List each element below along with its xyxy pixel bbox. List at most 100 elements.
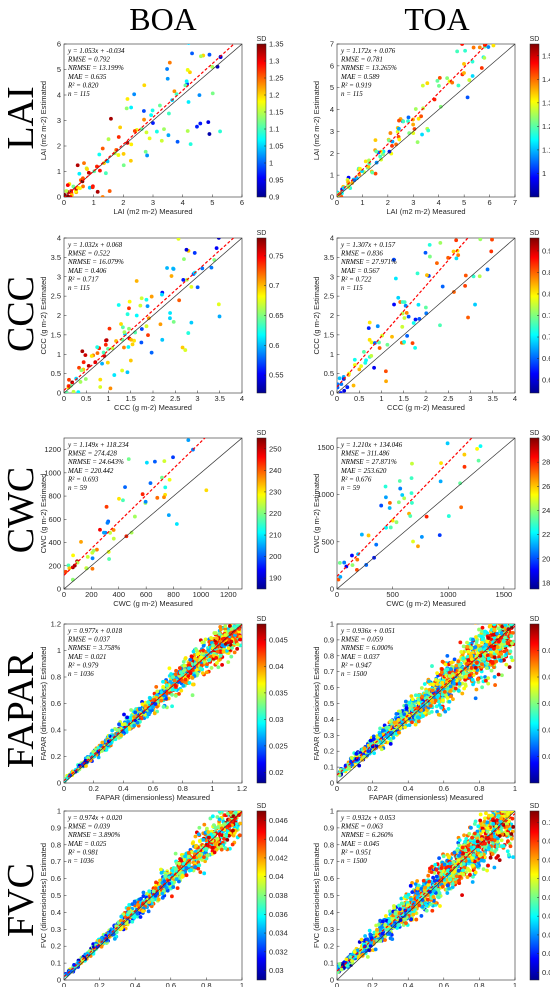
data-point [409, 694, 414, 699]
data-point [467, 78, 472, 82]
data-point [432, 232, 436, 236]
data-point [163, 485, 168, 490]
data-point [104, 748, 109, 752]
data-point [178, 670, 183, 675]
data-point [463, 674, 468, 679]
data-point [80, 349, 85, 354]
colorbar-tick-label: 0.65 [269, 311, 284, 320]
data-point [217, 314, 222, 319]
data-point [174, 522, 179, 526]
data-point [396, 717, 401, 722]
data-point [503, 624, 508, 627]
data-point [237, 606, 241, 610]
data-point [397, 118, 401, 123]
data-point [235, 642, 240, 647]
regression-line [337, 438, 473, 577]
data-point [197, 825, 202, 830]
data-point [486, 681, 491, 686]
data-point [452, 290, 456, 294]
data-point [461, 644, 466, 649]
data-point [155, 891, 159, 896]
x-tick-label: 4 [240, 394, 244, 403]
data-point [406, 115, 411, 120]
data-point [215, 661, 219, 665]
colorbar-tick-label: 1.15 [269, 108, 284, 117]
colorbar-tick-label: 0.6 [542, 376, 550, 385]
one-to-one-line [337, 238, 515, 393]
data-point [506, 641, 511, 646]
data-point [474, 202, 478, 206]
data-point [509, 613, 513, 617]
x-axis-label: LAI (m2 m-2) Measured [386, 207, 465, 216]
y-tick-label: 4 [330, 234, 334, 243]
data-point [377, 340, 381, 345]
data-point [435, 78, 440, 83]
data-point [486, 676, 491, 681]
data-point [400, 311, 405, 316]
x-tick-label: 0.2 [367, 981, 377, 987]
data-point [127, 910, 132, 915]
one-to-one-line [64, 438, 242, 589]
colorbar-tick-label: 0.044 [269, 835, 288, 844]
data-point [410, 461, 414, 466]
data-point [440, 667, 444, 671]
data-point [485, 267, 490, 272]
data-point [428, 254, 432, 259]
data-point [479, 640, 484, 645]
data-point [430, 688, 435, 693]
data-point [225, 811, 230, 816]
data-point [149, 294, 154, 299]
data-point [427, 679, 431, 684]
data-point [121, 163, 126, 168]
x-tick-label: 0 [62, 784, 66, 793]
colorbar-title: SD [530, 616, 540, 623]
data-point [204, 670, 209, 675]
x-tick-label: 0.2 [367, 784, 377, 793]
data-point [208, 226, 212, 230]
data-point [188, 671, 193, 675]
data-point [212, 850, 217, 855]
colorbar-tick-label: 190 [269, 574, 282, 583]
row-title-fvc: FVC [0, 863, 42, 937]
data-point [132, 338, 136, 343]
colorbar-tick-label: 0.04 [269, 872, 284, 881]
stat-line: n = 115 [341, 90, 363, 98]
colorbar-tick-label: 0.04 [269, 662, 284, 671]
data-point [83, 353, 88, 358]
data-point [218, 129, 222, 134]
data-point [223, 627, 228, 631]
y-tick-label: 4 [57, 234, 61, 243]
data-point [413, 107, 418, 111]
data-point [476, 677, 480, 682]
data-point [493, 683, 498, 687]
colorbar-tick-label: 0.035 [269, 688, 288, 697]
data-point [220, 643, 225, 648]
data-point [120, 325, 125, 330]
data-point [163, 873, 168, 878]
colorbar-tick-label: 0.075 [542, 646, 550, 655]
y-tick-label: 800 [48, 492, 61, 501]
data-point [224, 800, 228, 804]
data-point [95, 351, 100, 356]
data-point [447, 699, 452, 704]
data-point [184, 866, 189, 870]
data-point [429, 709, 434, 714]
data-point [480, 208, 484, 212]
colorbar-title: SD [257, 430, 267, 437]
data-point [127, 727, 132, 731]
data-point [488, 624, 493, 627]
panel-fvc-toa: 0 0.2 0.4 0.6 0.8 100.10.20.30.40.50.60.70.80… [312, 803, 550, 987]
data-point [402, 496, 407, 501]
data-point [509, 634, 514, 639]
data-point [354, 751, 359, 756]
x-tick-label: 1000 [440, 590, 457, 599]
data-point [496, 639, 501, 644]
x-tick-label: 0 [62, 394, 66, 403]
x-tick-label: 0.8 [177, 784, 187, 793]
colorbar-tick-label: 0.7 [269, 281, 279, 290]
data-point [160, 891, 165, 896]
reference-lines [64, 811, 242, 980]
data-point [454, 238, 459, 243]
data-point [470, 220, 474, 224]
colorbar-tick-label: 0.038 [269, 891, 288, 900]
